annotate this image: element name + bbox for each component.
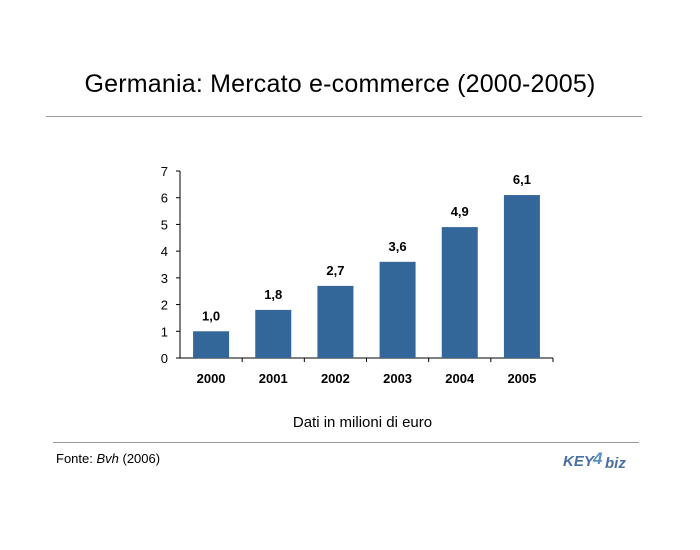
logo-text-biz: biz bbox=[605, 455, 626, 472]
x-tick-label-2002: 2002 bbox=[321, 371, 350, 386]
x-tick-label-2004: 2004 bbox=[445, 371, 475, 386]
x-tick-label-2003: 2003 bbox=[383, 371, 412, 386]
logo-text-digit: 4 bbox=[592, 449, 603, 468]
y-tick-label-4: 4 bbox=[161, 244, 168, 259]
y-tick-label-6: 6 bbox=[161, 191, 168, 206]
key4biz-logo: KEY 4 biz bbox=[563, 449, 626, 472]
x-tick-label-2001: 2001 bbox=[259, 371, 288, 386]
source-name: Bvh bbox=[96, 451, 119, 466]
source-year: (2006) bbox=[118, 451, 161, 466]
bar-2005 bbox=[503, 195, 540, 358]
bar-2003 bbox=[379, 261, 416, 358]
data-label-2000: 1,0 bbox=[202, 308, 220, 323]
source-label: Fonte: bbox=[56, 451, 97, 466]
logo-text-key: KEY bbox=[563, 453, 596, 470]
bar-2002 bbox=[317, 285, 354, 358]
y-tick-label-0: 0 bbox=[161, 351, 168, 366]
data-label-2001: 1,8 bbox=[264, 287, 282, 302]
bar-2004 bbox=[441, 227, 478, 358]
y-tick-label-7: 7 bbox=[161, 164, 168, 179]
source-note: Fonte: Bvh (2006) bbox=[56, 451, 160, 466]
y-tick-label-2: 2 bbox=[161, 298, 168, 313]
data-label-2002: 2,7 bbox=[326, 263, 344, 278]
y-tick-label-3: 3 bbox=[161, 271, 168, 286]
y-tick-label-1: 1 bbox=[161, 324, 168, 339]
footer-divider bbox=[53, 442, 639, 443]
title-divider bbox=[46, 116, 642, 117]
data-label-2005: 6,1 bbox=[513, 172, 531, 187]
y-tick-label-5: 5 bbox=[161, 217, 168, 232]
data-label-2004: 4,9 bbox=[451, 204, 469, 219]
bar-2000 bbox=[193, 331, 230, 358]
data-label-2003: 3,6 bbox=[389, 239, 407, 254]
slide-title: Germania: Mercato e-commerce (2000-2005) bbox=[84, 70, 596, 98]
chart-caption: Dati in milioni di euro bbox=[292, 414, 433, 431]
bar-2001 bbox=[255, 309, 292, 358]
x-tick-label-2005: 2005 bbox=[507, 371, 536, 386]
x-tick-label-2000: 2000 bbox=[197, 371, 226, 386]
